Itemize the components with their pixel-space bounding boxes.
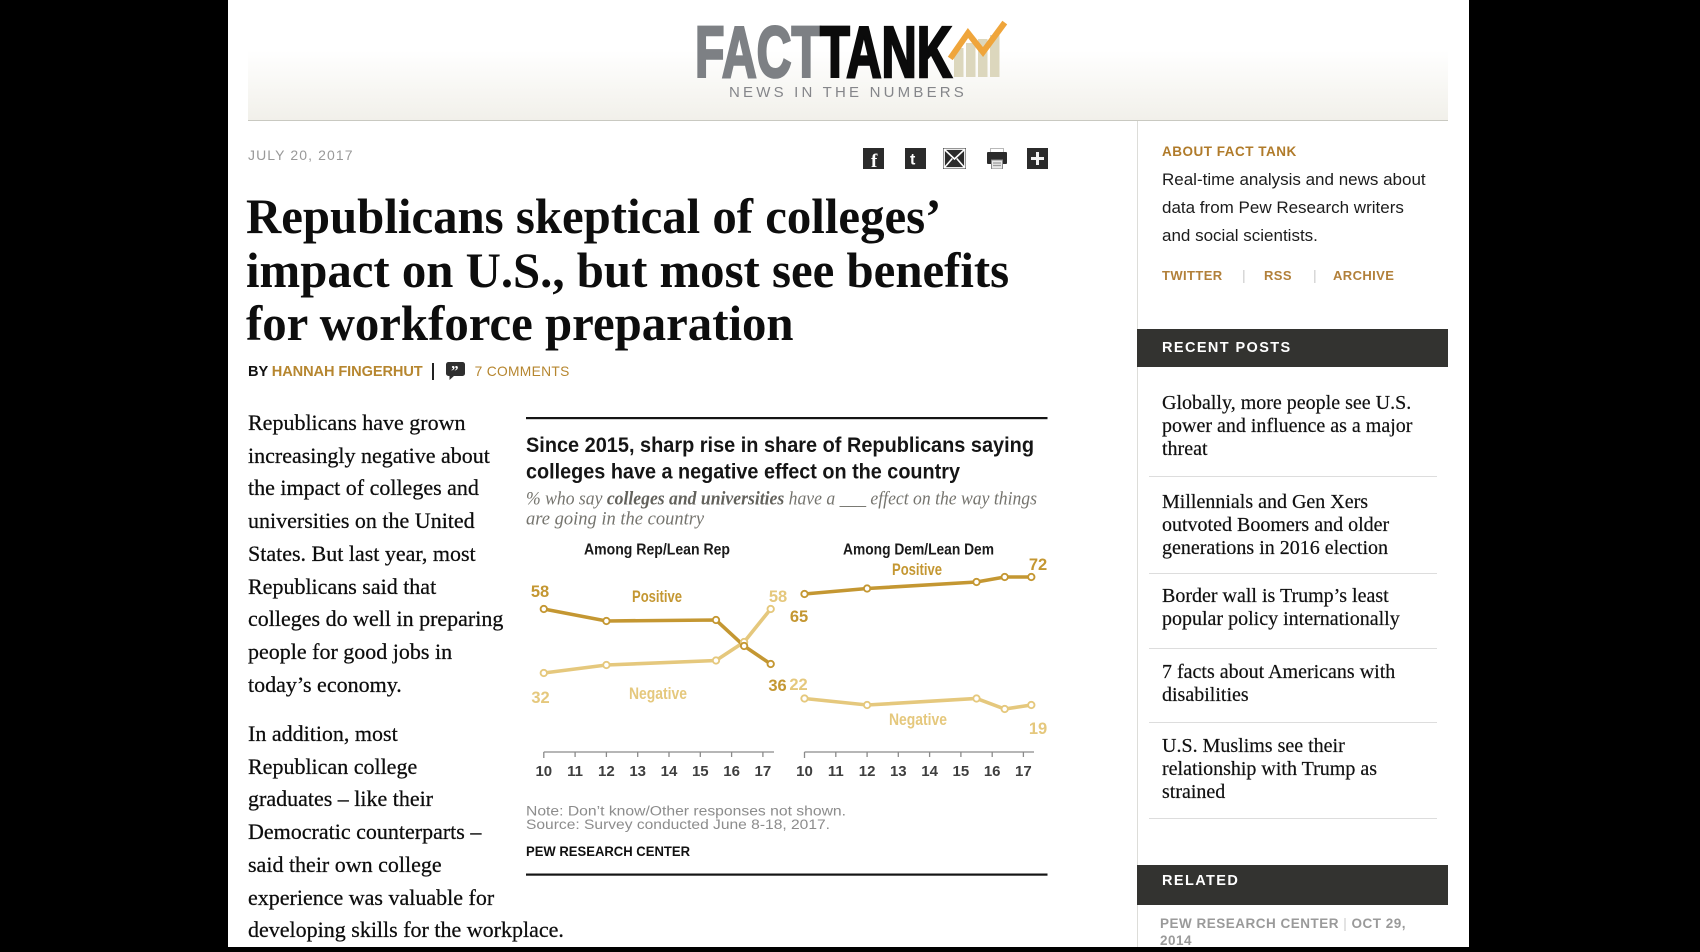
svg-text:Among Dem/Lean Dem: Among Dem/Lean Dem (843, 542, 994, 559)
svg-text:13: 13 (890, 763, 907, 780)
svg-text:32: 32 (531, 689, 549, 707)
svg-text:f: f (871, 151, 878, 169)
svg-text:14: 14 (921, 763, 938, 780)
svg-text:16: 16 (723, 763, 740, 780)
svg-text:10: 10 (535, 763, 552, 780)
svg-text:colleges have a negative effec: colleges have a negative effect on the c… (526, 460, 960, 484)
svg-text:TANK: TANK (820, 15, 952, 80)
svg-text:12: 12 (598, 763, 615, 780)
svg-text:t: t (910, 152, 916, 169)
svg-text:13: 13 (629, 763, 646, 780)
svg-text:are going in the country: are going in the country (526, 510, 705, 530)
svg-text:PEW RESEARCH CENTER: PEW RESEARCH CENTER (526, 844, 690, 859)
svg-text:15: 15 (953, 763, 970, 780)
svg-text:15: 15 (692, 763, 709, 780)
svg-text:65: 65 (790, 608, 808, 626)
svg-text:17: 17 (1015, 763, 1032, 780)
svg-text:12: 12 (859, 763, 876, 780)
svg-text:17: 17 (755, 763, 772, 780)
svg-text:22: 22 (789, 676, 807, 694)
svg-text:11: 11 (567, 763, 583, 780)
svg-text:FACT: FACT (695, 15, 821, 80)
svg-text:16: 16 (984, 763, 1001, 780)
svg-text:% who say colleges and univers: % who say colleges and universities have… (526, 490, 1037, 510)
svg-text:14: 14 (661, 763, 678, 780)
svg-text:72: 72 (1029, 556, 1047, 574)
svg-text:”: ” (451, 364, 458, 380)
svg-text:Negative: Negative (889, 711, 947, 729)
svg-text:Positive: Positive (892, 561, 942, 579)
svg-text:Among Rep/Lean Rep: Among Rep/Lean Rep (584, 542, 730, 559)
svg-text:10: 10 (796, 763, 813, 780)
svg-text:Note: Don’t know/Other respons: Note: Don’t know/Other responses not sho… (526, 804, 846, 819)
svg-text:36: 36 (768, 677, 786, 695)
svg-text:58: 58 (769, 588, 787, 606)
svg-text:Source: Survey conducted June: Source: Survey conducted June 8-18, 2017… (526, 817, 830, 832)
svg-text:19: 19 (1029, 720, 1047, 738)
svg-text:Negative: Negative (629, 685, 687, 703)
svg-text:Since 2015, sharp rise in shar: Since 2015, sharp rise in share of Repub… (526, 433, 1034, 457)
svg-text:11: 11 (828, 763, 844, 780)
svg-text:58: 58 (531, 583, 549, 601)
svg-text:Positive: Positive (632, 588, 682, 606)
